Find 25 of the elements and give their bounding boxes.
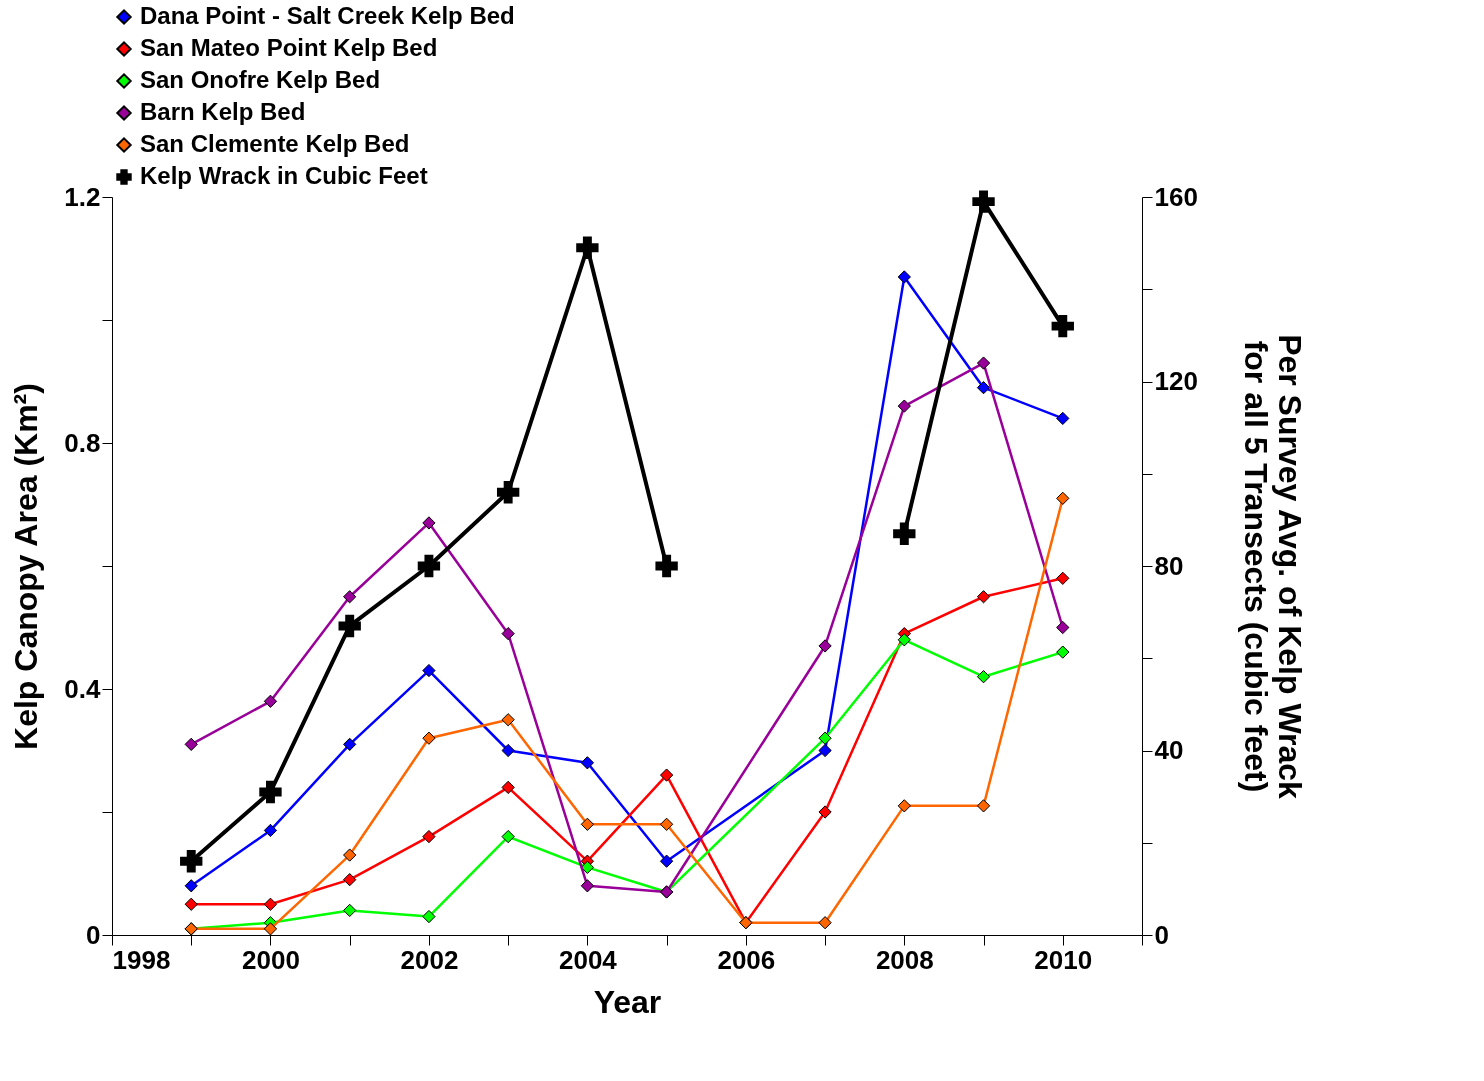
y-tick-label: 0.4 bbox=[64, 673, 102, 704]
y2-tick-label: 0 bbox=[1154, 919, 1169, 950]
y2-tick-label: 160 bbox=[1154, 181, 1198, 212]
x-tick-label: 2008 bbox=[875, 944, 934, 975]
y2-axis-title: Per Survey Avg. of Kelp Wrack for all 5 Transects (cubic feet) bbox=[1237, 334, 1308, 800]
legend-label: Dana Point - Salt Creek Kelp Bed bbox=[140, 2, 515, 29]
x-axis-title: Year bbox=[593, 983, 662, 1020]
y-tick-label: 0 bbox=[86, 919, 101, 950]
legend-label: San Clemente Kelp Bed bbox=[140, 130, 410, 157]
x-tick-label: 2000 bbox=[242, 944, 300, 975]
x-tick-label: 2004 bbox=[558, 944, 618, 975]
legend-label: San Mateo Point Kelp Bed bbox=[140, 34, 438, 61]
legend-label: Barn Kelp Bed bbox=[140, 98, 306, 125]
x-tick-label: 2010 bbox=[1034, 944, 1093, 975]
y-tick-label: 0.8 bbox=[64, 427, 101, 458]
y2-tick-label: 80 bbox=[1154, 550, 1184, 581]
x-tick-label: 2002 bbox=[400, 944, 459, 975]
x-tick-label: 1998 bbox=[112, 944, 171, 975]
legend-label: San Onofre Kelp Bed bbox=[140, 66, 381, 93]
y-axis-title: Kelp Canopy Area (Km²) bbox=[8, 383, 45, 750]
legend-label: Kelp Wrack in Cubic Feet bbox=[140, 162, 428, 189]
x-tick-label: 2006 bbox=[717, 944, 776, 975]
y-tick-label: 1.2 bbox=[64, 181, 101, 212]
y2-tick-label: 120 bbox=[1154, 366, 1198, 396]
y2-tick-label: 40 bbox=[1154, 735, 1184, 765]
